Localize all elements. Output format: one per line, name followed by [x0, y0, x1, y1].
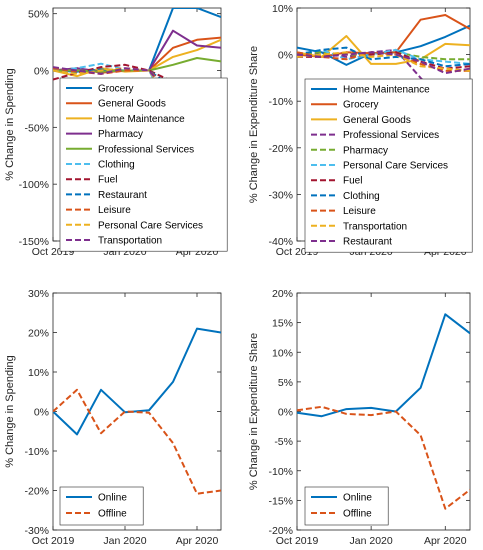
panel-4: -20% -15% -10% -5% 0% 5% 10% 15% 20% Oct 2019 Jan …: [248, 288, 471, 547]
y-tick-label: -30%: [24, 525, 49, 537]
legend-label: Transportation: [343, 221, 407, 232]
series-line-1: [297, 313, 470, 418]
y-axis-label: % Change in Expenditure Share: [248, 46, 260, 203]
legend: Home Maintenance Grocery General Goods Prof…: [304, 78, 473, 253]
y-tick-label: -50%: [24, 122, 49, 134]
series-line-6: [297, 48, 470, 65]
legend-label: Grocery: [98, 84, 134, 95]
x-tick-label: Oct 2019: [32, 535, 75, 547]
legend-label: Fuel: [343, 176, 362, 187]
y-tick-label: 10%: [28, 367, 49, 379]
y-tick-label: 0%: [34, 407, 49, 419]
legend-label: Fuel: [98, 175, 117, 186]
legend-label: Home Maintenance: [98, 114, 185, 125]
legend-label: Home Maintenance: [343, 85, 430, 96]
legend-label: Transportation: [98, 236, 162, 247]
series-lines: [297, 14, 470, 105]
y-axis-label: % Change in Expenditure Share: [248, 333, 260, 490]
y-tick-label: -10%: [268, 96, 293, 108]
legend-label: Leisure: [343, 206, 376, 217]
y-tick-label: 15%: [272, 318, 293, 330]
y-tick-label: -5%: [274, 436, 293, 448]
legend-label: Offline: [343, 509, 372, 520]
legend-label: Pharmacy: [343, 145, 388, 156]
series-lines: [297, 313, 470, 510]
y-tick-label: -20%: [268, 525, 293, 537]
legend: Grocery General Goods Home Maintenance Phar…: [59, 77, 228, 252]
y-tick-label: -10%: [268, 466, 293, 478]
legend-label: Online: [343, 493, 372, 504]
legend-box: [59, 486, 144, 526]
y-tick-label: -15%: [268, 495, 293, 507]
y-tick-label: 10%: [272, 347, 293, 359]
y-tick-label: 10%: [272, 3, 293, 15]
x-tick-label: Oct 2019: [276, 535, 319, 547]
y-axis-label: % Change in Spending: [4, 68, 16, 181]
y-tick-label: 0%: [278, 407, 293, 419]
series-line-10: [297, 51, 470, 72]
y-axis-label: % Change in Spending: [4, 355, 16, 468]
legend: Online Offline: [304, 486, 389, 526]
series-line-11: [297, 51, 470, 75]
y-tick-label: 0%: [34, 66, 49, 78]
legend-label: Clothing: [343, 191, 380, 202]
legend-label: Clothing: [98, 160, 135, 171]
x-tick-label: Apr 2020: [424, 535, 467, 547]
y-tick-label: -40%: [268, 236, 293, 248]
legend-label: Professional Services: [343, 130, 439, 141]
y-tick-label: -30%: [268, 189, 293, 201]
panel-3: -30% -20% -10% 0% 10% 20% 30% Oct 2019 Jan 2020 A…: [4, 288, 222, 547]
y-tick-label: -20%: [24, 486, 49, 498]
y-tick-label: 50%: [28, 9, 49, 21]
series-lines: [53, 327, 221, 495]
legend-label: Restaurant: [343, 237, 392, 248]
x-tick-label: Jan 2020: [350, 535, 393, 547]
y-tick-label: 5%: [278, 377, 293, 389]
x-tick-label: Apr 2020: [176, 535, 219, 547]
legend-label: General Goods: [343, 115, 411, 126]
y-tick-label: 20%: [28, 328, 49, 340]
y-tick-label: -150%: [19, 236, 49, 248]
panel-1: -150%-100%-50%0%50%Oct 2019 Jan 2020 Apr 2…: [4, 7, 228, 258]
legend-label: Professional Services: [98, 144, 194, 155]
legend-label: Online: [98, 493, 127, 504]
legend: Online Offline: [59, 486, 144, 526]
legend-label: Restaurant: [98, 190, 147, 201]
legend-label: Pharmacy: [98, 129, 143, 140]
legend-label: Personal Care Services: [98, 220, 203, 231]
legend-label: Offline: [98, 509, 127, 520]
series-line-2: [297, 405, 470, 510]
legend-box: [304, 486, 389, 526]
series-line-2: [53, 388, 221, 495]
y-tick-label: 0%: [278, 50, 293, 62]
x-tick-label: Jan 2020: [103, 535, 146, 547]
y-tick-label: -100%: [19, 179, 49, 191]
y-tick-label: 20%: [272, 288, 293, 300]
legend-label: Personal Care Services: [343, 161, 448, 172]
legend-label: Leisure: [98, 205, 131, 216]
y-tick-label: -20%: [268, 143, 293, 155]
series-line-8: [297, 46, 470, 68]
y-tick-label: 30%: [28, 288, 49, 300]
y-tick-label: -10%: [24, 446, 49, 458]
legend-label: General Goods: [98, 99, 166, 110]
legend-label: Grocery: [343, 100, 379, 111]
